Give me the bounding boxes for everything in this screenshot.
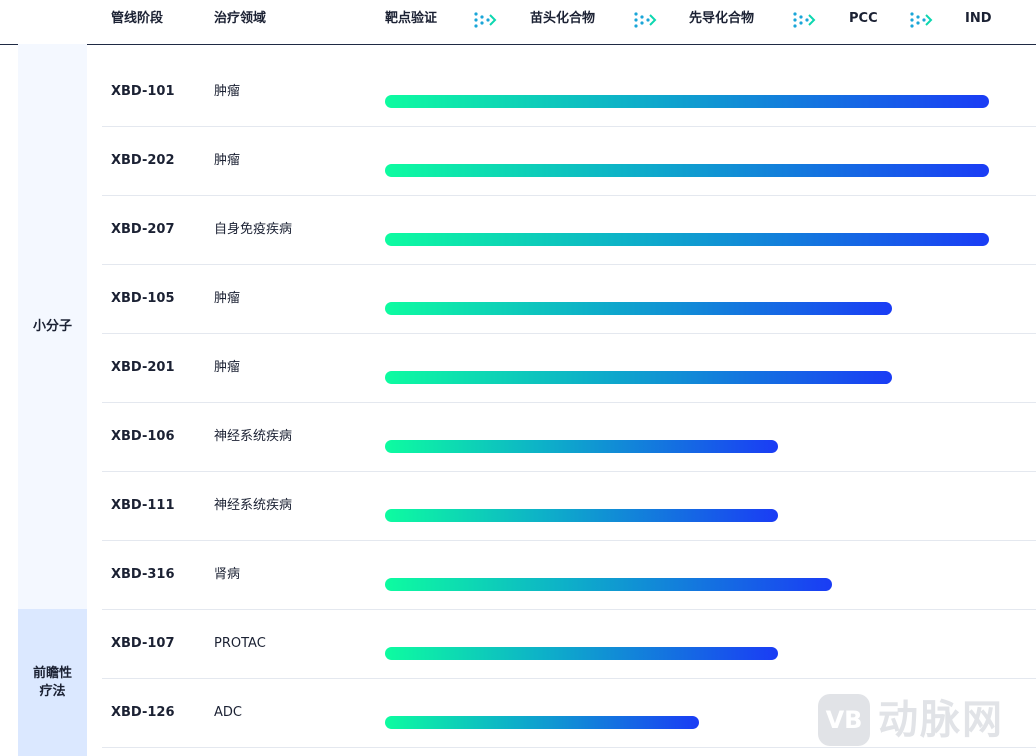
watermark-logo: VB 动脉网 (818, 690, 1028, 750)
header-pipeline-stage: 管线阶段 (111, 11, 164, 26)
therapeutic-area: 肿瘤 (214, 84, 241, 99)
therapeutic-area: 神经系统疾病 (214, 429, 293, 444)
logo-text: 动脉网 (878, 697, 1004, 743)
therapeutic-area: PROTAC (214, 636, 266, 651)
table-row: XBD-202 肿瘤 (102, 126, 1036, 196)
table-row: XBD-207 自身免疫疾病 (102, 195, 1036, 265)
table-row: XBD-316 肾病 (102, 540, 1036, 610)
stage-arrow-icon (474, 12, 497, 28)
pipeline-code: XBD-107 (111, 636, 175, 651)
therapeutic-area: 神经系统疾病 (214, 498, 293, 513)
progress-bar (385, 302, 892, 315)
header-stage-target-validation: 靶点验证 (385, 11, 438, 26)
stage-arrow-icon (634, 12, 657, 28)
pipeline-code: XBD-101 (111, 84, 175, 99)
pipeline-code: XBD-316 (111, 567, 175, 582)
table-row: XBD-101 肿瘤 (102, 57, 1036, 127)
therapeutic-area: 肿瘤 (214, 360, 241, 375)
progress-bar (385, 716, 699, 729)
progress-bar (385, 233, 989, 246)
pipeline-code: XBD-202 (111, 153, 175, 168)
logo-badge-icon: VB (818, 694, 870, 746)
progress-bar (385, 164, 989, 177)
pipeline-code: XBD-207 (111, 222, 175, 237)
therapeutic-area: 肿瘤 (214, 153, 241, 168)
table-row: XBD-111 神经系统疾病 (102, 471, 1036, 541)
stage-arrow-icon (793, 12, 816, 28)
table-header: 管线阶段 治疗领域 靶点验证 苗头化合物 先导化合物 PCC IND (0, 0, 1036, 45)
pipeline-code: XBD-111 (111, 498, 175, 513)
progress-bar (385, 371, 892, 384)
table-row: XBD-201 肿瘤 (102, 333, 1036, 403)
pipeline-code: XBD-105 (111, 291, 175, 306)
category-frontier-therapy: 前瞻性疗法 (18, 609, 87, 756)
header-stage-hit: 苗头化合物 (530, 11, 596, 26)
pipeline-code: XBD-201 (111, 360, 175, 375)
table-row: XBD-126 ADC (102, 678, 1036, 748)
header-stage-pcc: PCC (849, 11, 878, 26)
category-label: 前瞻性疗法 (32, 665, 72, 699)
category-label: 小分子 (32, 318, 72, 334)
progress-bar (385, 509, 778, 522)
therapeutic-area: 肿瘤 (214, 291, 241, 306)
header-stage-lead: 先导化合物 (689, 11, 755, 26)
pipeline-code: XBD-106 (111, 429, 175, 444)
header-stage-ind: IND (965, 11, 992, 26)
table-row: XBD-106 神经系统疾病 (102, 402, 1036, 472)
table-row: XBD-105 肿瘤 (102, 264, 1036, 334)
therapeutic-area: 肾病 (214, 567, 241, 582)
stage-arrow-icon (910, 12, 933, 28)
progress-bar (385, 647, 778, 660)
therapeutic-area: ADC (214, 705, 242, 720)
progress-bar (385, 95, 989, 108)
header-therapeutic-area: 治疗领域 (214, 11, 267, 26)
table-row: XBD-107 PROTAC (102, 609, 1036, 679)
category-small-molecule: 小分子 (18, 44, 87, 609)
therapeutic-area: 自身免疫疾病 (214, 222, 293, 237)
progress-bar (385, 578, 832, 591)
progress-bar (385, 440, 778, 453)
pipeline-code: XBD-126 (111, 705, 175, 720)
